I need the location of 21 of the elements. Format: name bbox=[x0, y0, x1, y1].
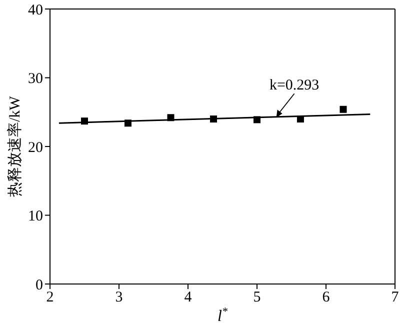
x-tick-label: 4 bbox=[184, 290, 192, 306]
point bbox=[340, 106, 347, 113]
point bbox=[167, 114, 174, 122]
point bbox=[296, 116, 304, 122]
x-tick-label: 6 bbox=[322, 290, 330, 306]
x-tick-label: 3 bbox=[115, 290, 123, 306]
x-axis-title: l$^{*}$ bbox=[217, 306, 228, 323]
point bbox=[254, 116, 260, 124]
point bbox=[81, 118, 88, 125]
y-axis-title: 热释放速率/kW bbox=[6, 95, 24, 197]
y-tick-label: 0 bbox=[36, 277, 43, 294]
x-tick-label: 7 bbox=[391, 290, 400, 306]
x-tick-label: 5 bbox=[253, 290, 261, 306]
y-tick-label: 30 bbox=[28, 71, 43, 88]
y-tick-label: 40 bbox=[28, 2, 43, 18]
annotation: k=0.293 bbox=[269, 78, 320, 94]
point bbox=[124, 120, 132, 127]
point bbox=[210, 116, 218, 122]
x-tick-label: 2 bbox=[46, 290, 54, 306]
y-tick-label: 20 bbox=[28, 140, 43, 156]
y-tick-label: 10 bbox=[28, 208, 43, 225]
